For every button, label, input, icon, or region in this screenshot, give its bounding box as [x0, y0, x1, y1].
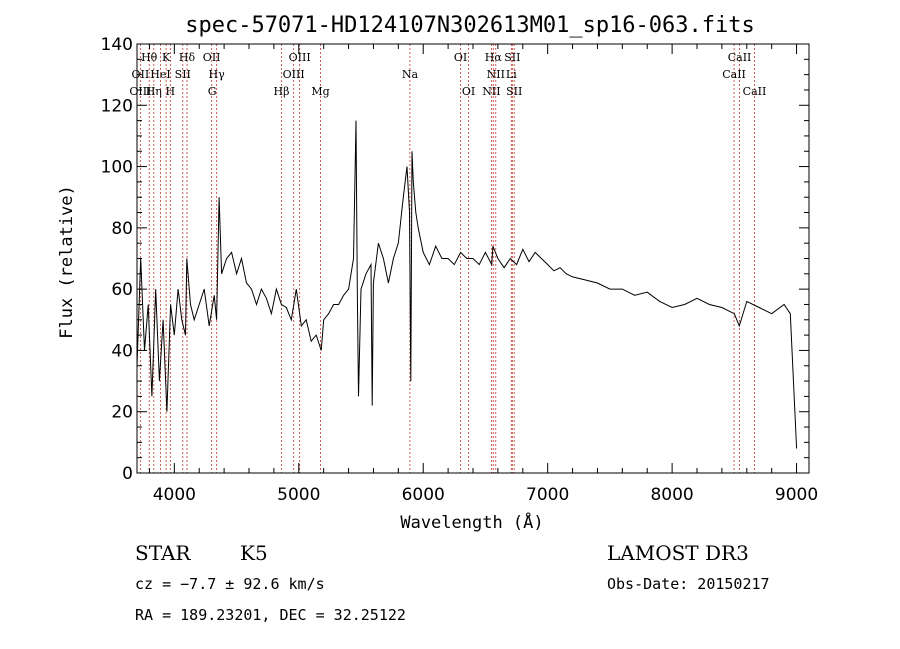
y-tick-label: 80	[111, 219, 133, 239]
object-subclass: K5	[240, 541, 268, 565]
spectral-line-label: CaII	[728, 51, 752, 64]
spectral-line-label: OIII	[129, 85, 151, 98]
chart-title: spec-57071-HD124107N302613M01_sp16-063.f…	[185, 13, 755, 38]
spectral-line-label: OI	[454, 51, 467, 64]
x-tick-label: 6000	[402, 485, 445, 505]
spectral-line-label: OII	[203, 51, 221, 64]
x-tick-label: 7000	[526, 485, 569, 505]
y-tick-label: 100	[101, 158, 133, 178]
spectral-line-label: Hθ	[141, 51, 158, 64]
y-tick-label: 20	[111, 403, 133, 423]
y-tick-label: 120	[101, 96, 133, 116]
spectral-line-label: Mg	[311, 85, 329, 98]
y-tick-label: 0	[122, 464, 133, 484]
spectral-line-label: Na	[402, 68, 419, 81]
spectral-line-label: Hδ	[179, 51, 196, 64]
spectral-line-label: CaII	[743, 85, 767, 98]
y-tick-label: 40	[111, 341, 133, 361]
y-axis-label: Flux (relative)	[57, 185, 77, 339]
spectrum-line	[136, 120, 798, 449]
object-class: STAR	[135, 541, 191, 565]
y-tick-label: 60	[111, 280, 133, 300]
spectral-line-label: H	[166, 85, 176, 98]
spectral-line-label: Hβ	[274, 85, 290, 98]
obs-date: Obs-Date: 20150217	[607, 575, 770, 593]
x-tick-label: 4000	[153, 485, 196, 505]
spectral-line-label: SII	[175, 68, 191, 81]
spectral-line-label: G	[208, 85, 217, 98]
spectral-line-label: SII	[506, 85, 522, 98]
spectral-line-label: Hα	[485, 51, 503, 64]
x-axis-label: Wavelength (Å)	[400, 511, 543, 533]
y-axis-ticks: 0 20 40 60 80 100 120 140	[101, 35, 809, 484]
coordinates: RA = 189.23201, DEC = 32.25122	[135, 606, 406, 624]
spectral-line-label: HeI	[150, 68, 170, 81]
spectral-line-label: Hγ	[209, 68, 226, 81]
spectral-line-label: K	[162, 51, 171, 64]
spectral-line-label: Hη	[146, 85, 162, 98]
spectral-line-label: OIII	[289, 51, 311, 64]
x-tick-label: 5000	[277, 485, 320, 505]
spectral-line-label: OIII	[283, 68, 305, 81]
spectral-line-label: SII	[504, 51, 520, 64]
spectral-line-label: CaII	[722, 68, 746, 81]
y-tick-label: 140	[101, 35, 133, 55]
spectral-line-label: NII	[482, 85, 500, 98]
spectral-line-label: OI	[462, 85, 475, 98]
x-tick-label: 9000	[775, 485, 818, 505]
survey-name: LAMOST DR3	[607, 541, 749, 565]
x-axis-ticks: 4000 5000 6000 7000 8000 9000	[148, 44, 818, 505]
x-tick-label: 8000	[650, 485, 693, 505]
spectral-line-label: NII	[487, 68, 505, 81]
spectral-line-label: Li	[506, 68, 517, 81]
redshift-text: cz = −7.7 ± 92.6 km/s	[135, 575, 325, 593]
spectral-line-markers	[139, 44, 755, 473]
